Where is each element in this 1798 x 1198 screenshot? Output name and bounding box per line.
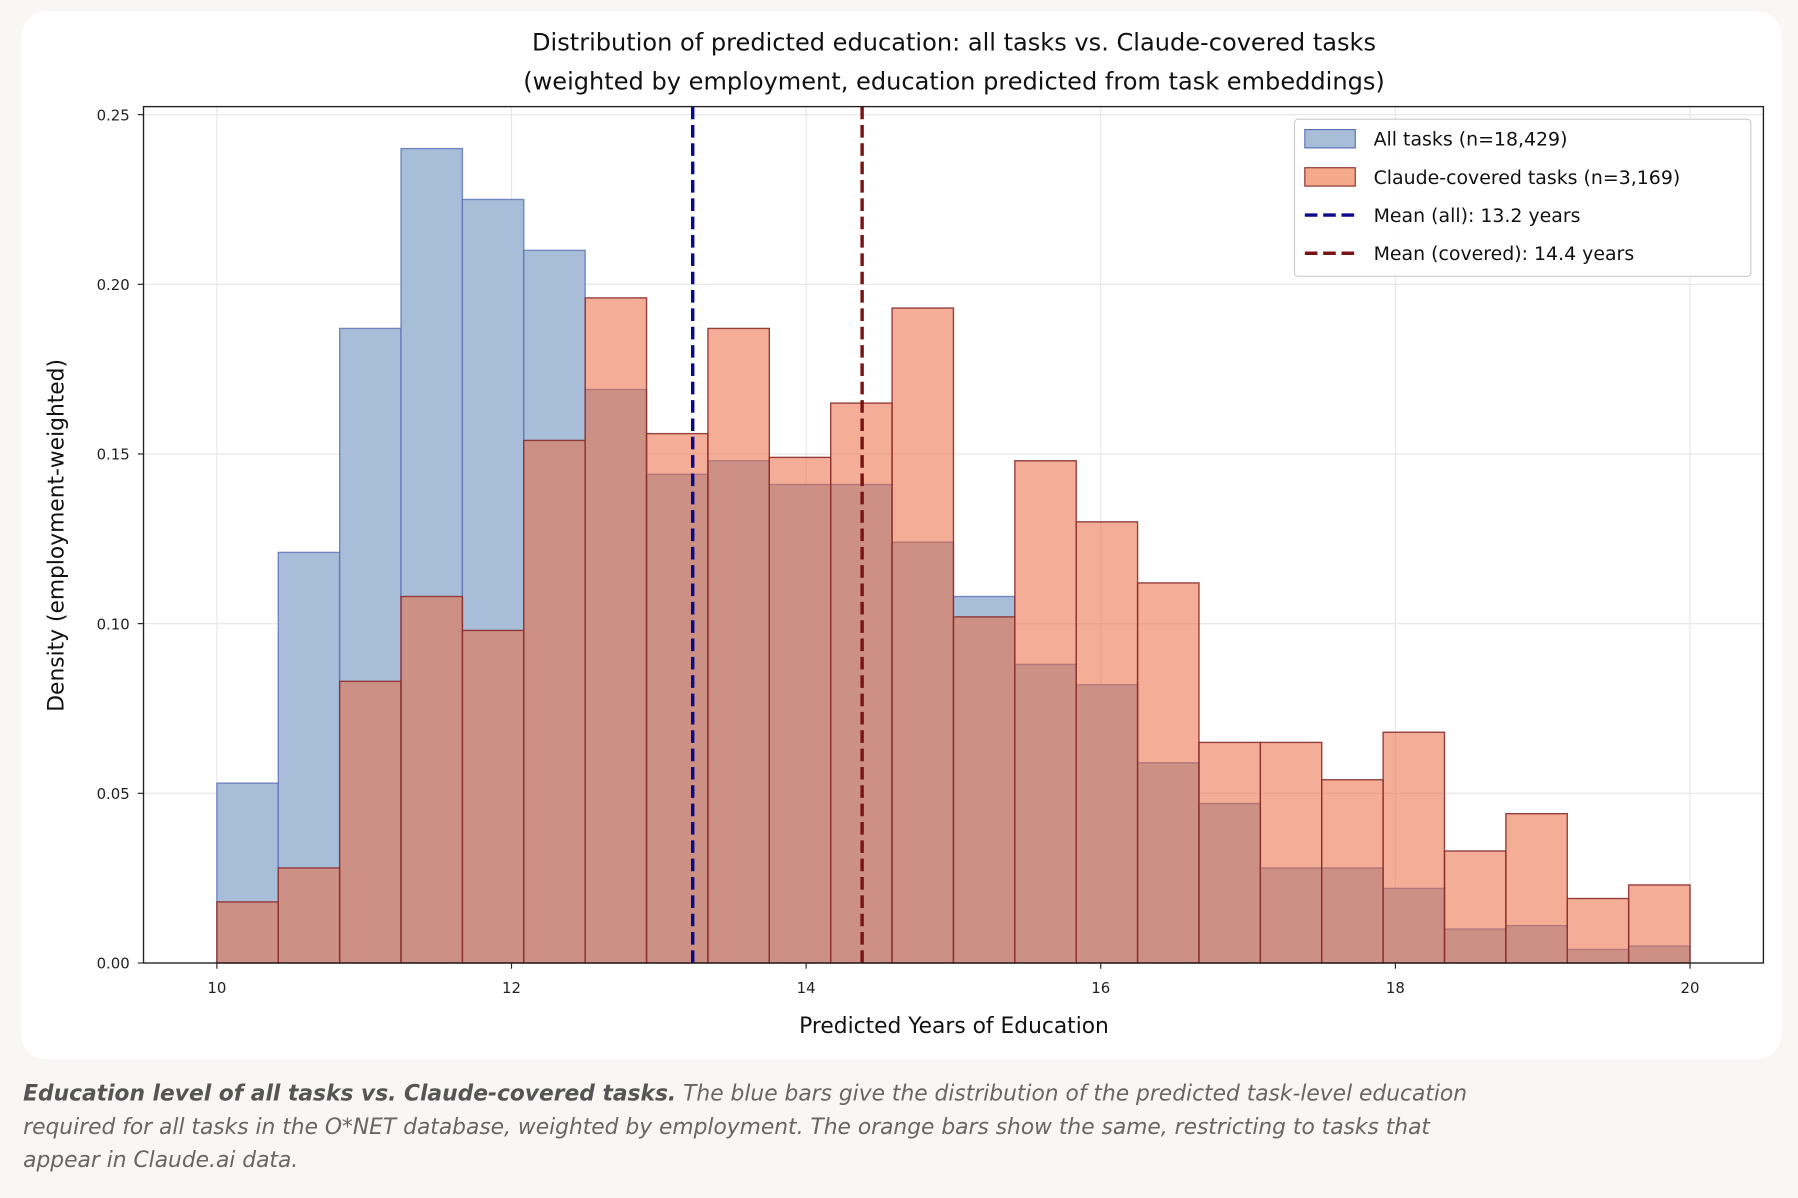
legend: All tasks (n=18,429) Claude-covered tasks… — [1293, 118, 1752, 277]
claude-covered-bar — [1321, 779, 1384, 964]
legend-mean-all-label: Mean (all): 13.2 years — [1374, 205, 1581, 227]
claude-covered-bar — [707, 327, 771, 964]
bars — [216, 147, 1691, 964]
claude-covered-bar — [216, 901, 279, 964]
claude-covered-bar — [1198, 741, 1262, 964]
claude-covered-bar — [338, 680, 402, 964]
y-tick-label: 0.00 — [97, 955, 130, 973]
claude-covered-bar — [1627, 884, 1691, 964]
claude-covered-bar — [1443, 850, 1507, 964]
x-tick-label: 12 — [502, 979, 521, 997]
caption-line-1: Education level of all tasks vs. Claude-… — [23, 1082, 1467, 1107]
claude-covered-bar — [277, 867, 341, 964]
claude-covered-bar — [645, 432, 709, 964]
legend-claude-covered-swatch — [1304, 167, 1356, 187]
claude-covered-bar — [891, 307, 955, 964]
claude-covered-bar — [1075, 521, 1139, 964]
mean-lines — [690, 106, 864, 963]
y-tick-label: 0.10 — [97, 615, 130, 633]
y-axis-label: Density (employment-weighted) — [44, 359, 69, 712]
claude-covered-bar — [1014, 460, 1077, 964]
x-tick-label: 18 — [1386, 979, 1405, 997]
chart-title: Distribution of predicted education: all… — [532, 28, 1376, 56]
legend-mean-covered-label: Mean (covered): 14.4 years — [1374, 243, 1635, 265]
legend-claude-covered-label: Claude-covered tasks (n=3,169) — [1374, 167, 1681, 189]
claude-covered-bar — [1566, 897, 1630, 964]
claude-covered-bar — [523, 439, 586, 964]
x-tick-label: 10 — [207, 979, 226, 997]
caption-text-1: The blue bars give the distribution of t… — [676, 1082, 1467, 1107]
claude-covered-bar — [952, 616, 1016, 964]
ticks: 10 12 14 16 18 20 0.00 0.05 0.10 0.15 0.20 0.25 — [97, 106, 1700, 996]
y-tick-label: 0.05 — [97, 785, 130, 803]
x-axis-label: Predicted Years of Education — [799, 1014, 1109, 1039]
claude-covered-bar — [400, 595, 464, 964]
claude-covered-bar — [1136, 582, 1200, 964]
y-tick-label: 0.15 — [97, 446, 130, 464]
legend-all-tasks-label: All tasks (n=18,429) — [1374, 129, 1568, 151]
claude-covered-bar — [1382, 731, 1446, 964]
y-tick-label: 0.20 — [97, 276, 130, 294]
claude-covered-bar — [1505, 812, 1568, 964]
caption-line-3: appear in Claude.ai data. — [23, 1148, 298, 1173]
x-tick-label: 16 — [1091, 979, 1110, 997]
legend-all-tasks-swatch — [1304, 128, 1356, 149]
claude-covered-bar — [768, 456, 832, 964]
caption-line-2: required for all tasks in the O*NET data… — [23, 1115, 1431, 1140]
chart-subtitle: (weighted by employment, education predi… — [523, 67, 1385, 95]
y-tick-label: 0.25 — [97, 106, 130, 124]
x-tick-label: 20 — [1681, 979, 1700, 997]
caption-bold: Education level of all tasks vs. Claude-… — [23, 1082, 676, 1107]
x-tick-label: 14 — [797, 979, 816, 997]
claude-covered-bar — [461, 629, 525, 964]
plot-frame — [142, 105, 1765, 964]
claude-covered-bar — [584, 297, 648, 964]
claude-covered-bar — [1259, 741, 1323, 964]
